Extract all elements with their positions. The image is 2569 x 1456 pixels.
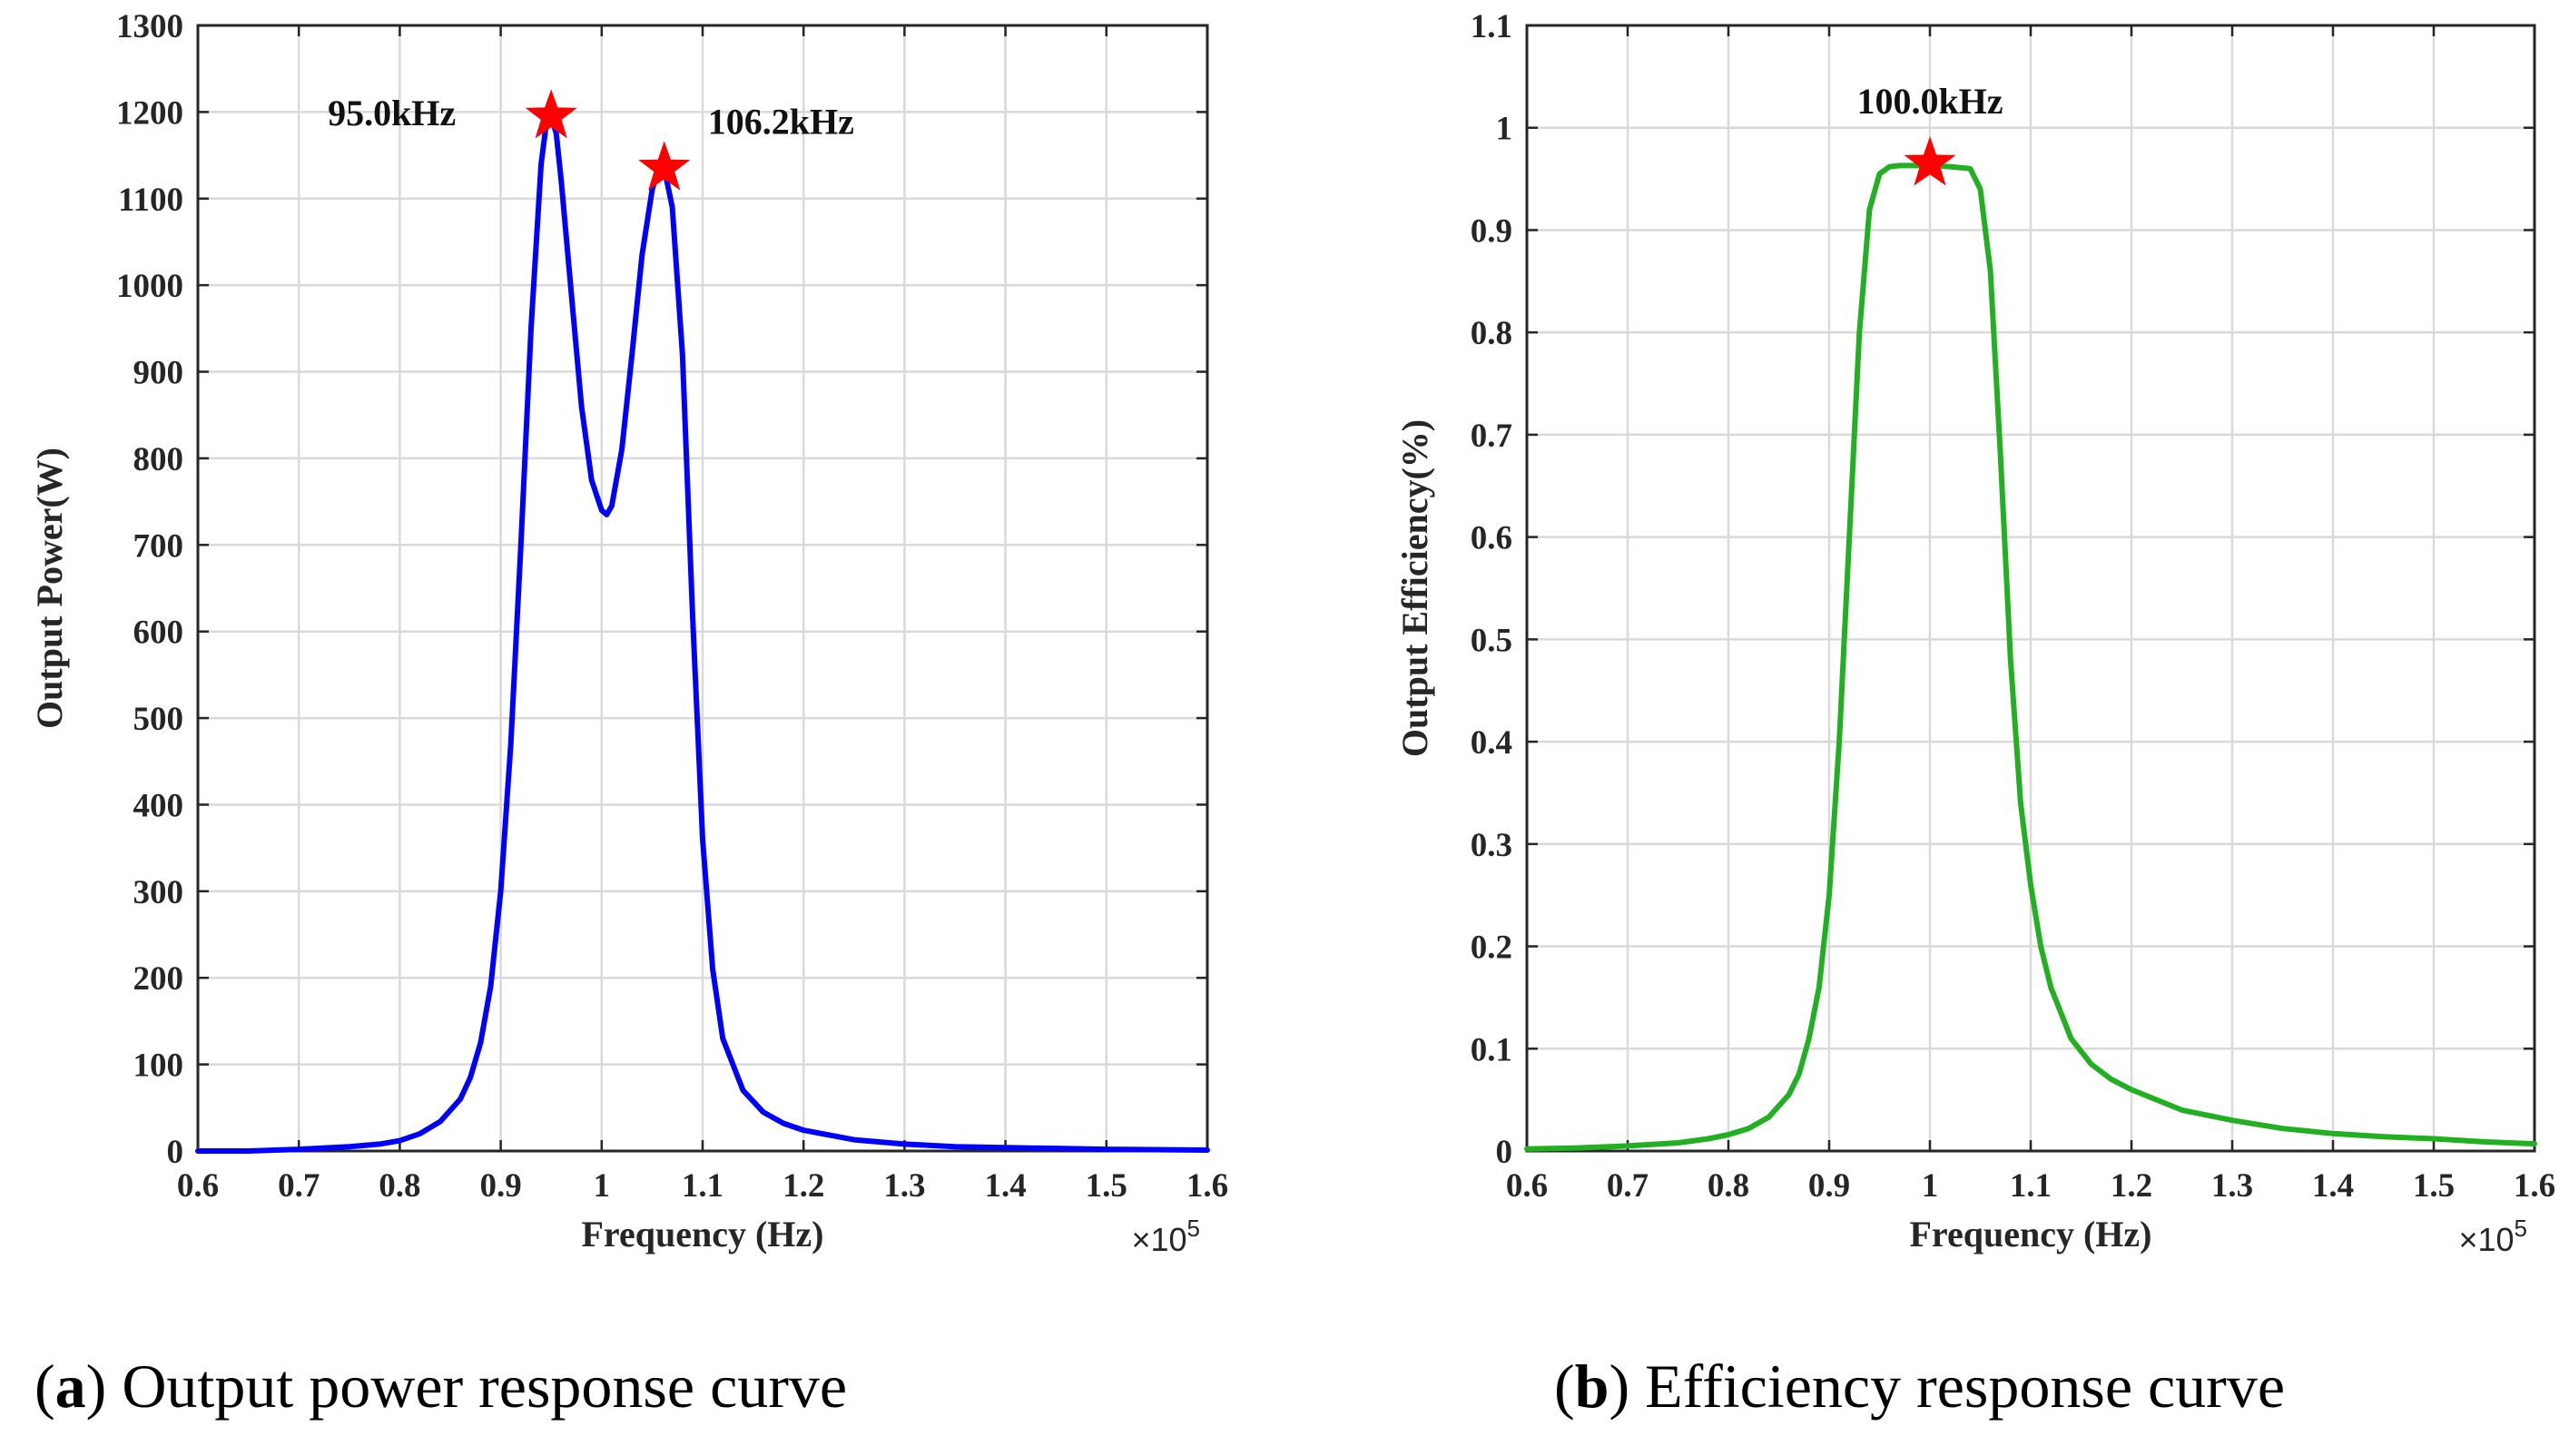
y-tick-label: 700 [133,527,184,565]
caption-a-letter: a [54,1352,86,1421]
y-tick-label: 800 [133,441,184,478]
y-tick-label: 300 [133,874,184,911]
plot-frame [1525,24,2536,1153]
y-tick-label: 1000 [116,268,183,305]
series-line [195,113,1210,1154]
x-multiplier-base: ×10 [2458,1221,2514,1258]
caption-a-text: Output power response curve [122,1352,848,1421]
x-tick-label: 0.9 [1808,1167,1850,1205]
x-tick-label: 1.6 [2514,1167,2555,1205]
peak-star-marker [638,141,691,191]
y-tick-label: 0 [1496,1134,1513,1171]
x-multiplier-exponent: 5 [2515,1215,2527,1242]
x-axis-label: Frequency (Hz) [582,1214,824,1254]
x-tick-label: 1.5 [1086,1167,1127,1205]
y-tick-label: 0.3 [1471,827,1512,864]
y-tick-label: 400 [133,787,184,824]
y-tick-label: 0 [167,1134,184,1171]
peak-star-marker [525,89,577,139]
x-multiplier-base: ×10 [1131,1221,1186,1258]
y-tick-label: 0.1 [1471,1031,1512,1068]
chart-output-efficiency: 0.6 0.7 0.8 0.9 1 1.1 1.2 1.3 1.4 1.5 1.6 0 0.1 0.2 0.… [1394,8,2555,1258]
x-tick-label: 1.1 [682,1167,723,1205]
peak-annotation: 95.0kHz [328,93,456,133]
x-tick-label: 0.6 [177,1167,219,1205]
y-tick-label: 500 [133,701,184,738]
x-tick-label: 1.3 [2211,1167,2253,1205]
x-tick-label: 0.7 [1607,1167,1649,1205]
x-tick-label: 0.7 [278,1167,320,1205]
y-tick-label: 0.6 [1471,520,1512,557]
caption-b: (b) Efficiency response curve [1554,1352,2286,1421]
x-tick-label: 1.5 [2413,1167,2455,1205]
y-axis-label: Output Power(W) [29,448,70,729]
y-tick-label: 0.9 [1471,212,1512,250]
caption-b-text: Efficiency response curve [1645,1352,2286,1421]
y-tick-label: 0.4 [1471,724,1512,762]
x-multiplier-exponent: 5 [1187,1215,1200,1242]
x-tick-label: 1.4 [2312,1167,2354,1205]
x-tick-label: 0.8 [1708,1167,1749,1205]
x-tick-label: 1.6 [1186,1167,1228,1205]
y-tick-label: 0.2 [1471,930,1512,967]
y-tick-label: 1.1 [1471,8,1512,45]
x-tick-label: 1.2 [783,1167,824,1205]
y-tick-label: 100 [133,1048,184,1085]
y-tick-label: 0.8 [1471,315,1512,352]
x-tick-label: 1.3 [883,1167,925,1205]
x-tick-label: 1.4 [984,1167,1026,1205]
caption-b-letter: b [1574,1352,1609,1421]
x-tick-label: 1.2 [2111,1167,2152,1205]
x-axis-label: Frequency (Hz) [1910,1214,2152,1254]
x-axis-multiplier: ×105 [1131,1215,1200,1258]
x-tick-label: 0.8 [379,1167,420,1205]
plot-frame [196,24,1209,1153]
peak-annotation: 106.2kHz [708,101,854,142]
y-axis-label: Output Efficiency(%) [1394,419,1435,757]
x-tick-label: 1 [1922,1167,1939,1205]
x-tick-label: 1.1 [2010,1167,2052,1205]
caption-a: (a) Output power response curve [34,1352,848,1421]
y-tick-label: 600 [133,615,184,652]
y-tick-label: 1200 [116,94,183,132]
peak-star-marker [1904,136,1956,186]
y-tick-label: 1 [1496,111,1513,148]
x-axis-multiplier: ×105 [2458,1215,2527,1258]
y-tick-label: 1100 [118,182,183,219]
chart-output-power: 0.6 0.7 0.8 0.9 1 1.1 1.2 1.3 1.4 1.5 1.6 0 100 200 30… [29,8,1228,1258]
x-tick-label: 0.6 [1506,1167,1548,1205]
y-tick-label: 1300 [116,8,183,45]
y-tick-label: 200 [133,960,184,998]
y-tick-label: 0.7 [1471,418,1512,455]
x-tick-label: 0.9 [479,1167,521,1205]
x-tick-label: 1 [594,1167,611,1205]
peak-annotation: 100.0kHz [1856,81,2003,122]
y-tick-label: 900 [133,355,184,392]
y-tick-label: 0.5 [1471,622,1512,659]
